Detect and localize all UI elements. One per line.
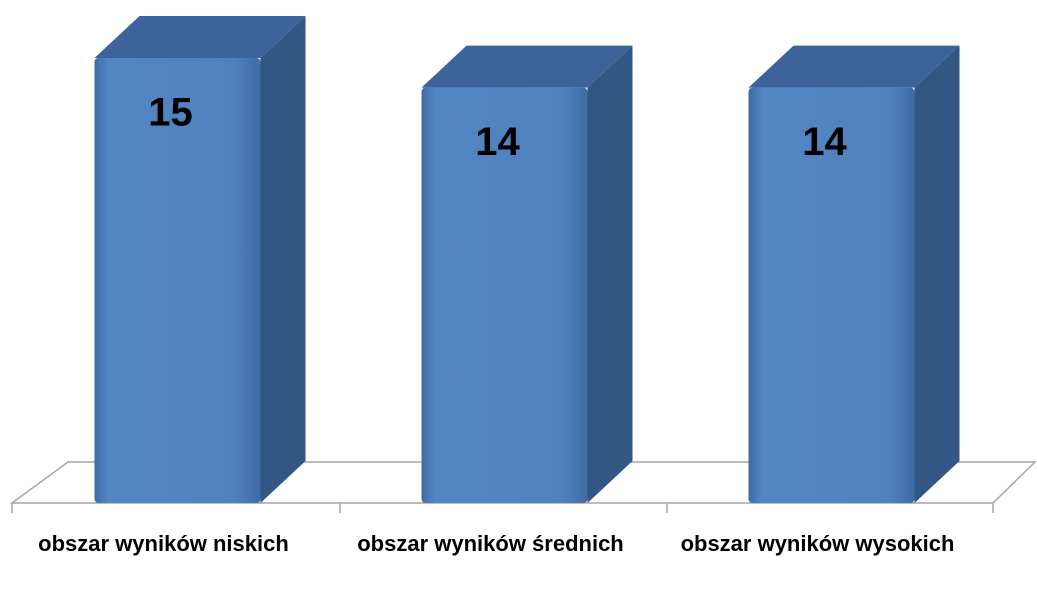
bar-top: [421, 45, 633, 88]
bar: [421, 87, 588, 504]
x-tick-label: obszar wyników średnich: [357, 531, 624, 556]
x-tick-label: obszar wyników niskich: [38, 531, 289, 556]
value-label: 15: [148, 91, 193, 135]
value-label: 14: [475, 120, 520, 164]
bar-top: [94, 16, 306, 58]
bar: [748, 87, 915, 504]
bar: [94, 58, 261, 503]
value-label: 14: [802, 120, 847, 164]
bar-side: [587, 45, 633, 504]
bar-top: [748, 45, 960, 88]
x-ticks: [11, 503, 994, 513]
x-tick-label: obszar wyników wysokich: [680, 531, 955, 556]
floor: [9, 461, 1037, 504]
bar-side: [260, 16, 306, 503]
bar-side: [914, 45, 960, 504]
